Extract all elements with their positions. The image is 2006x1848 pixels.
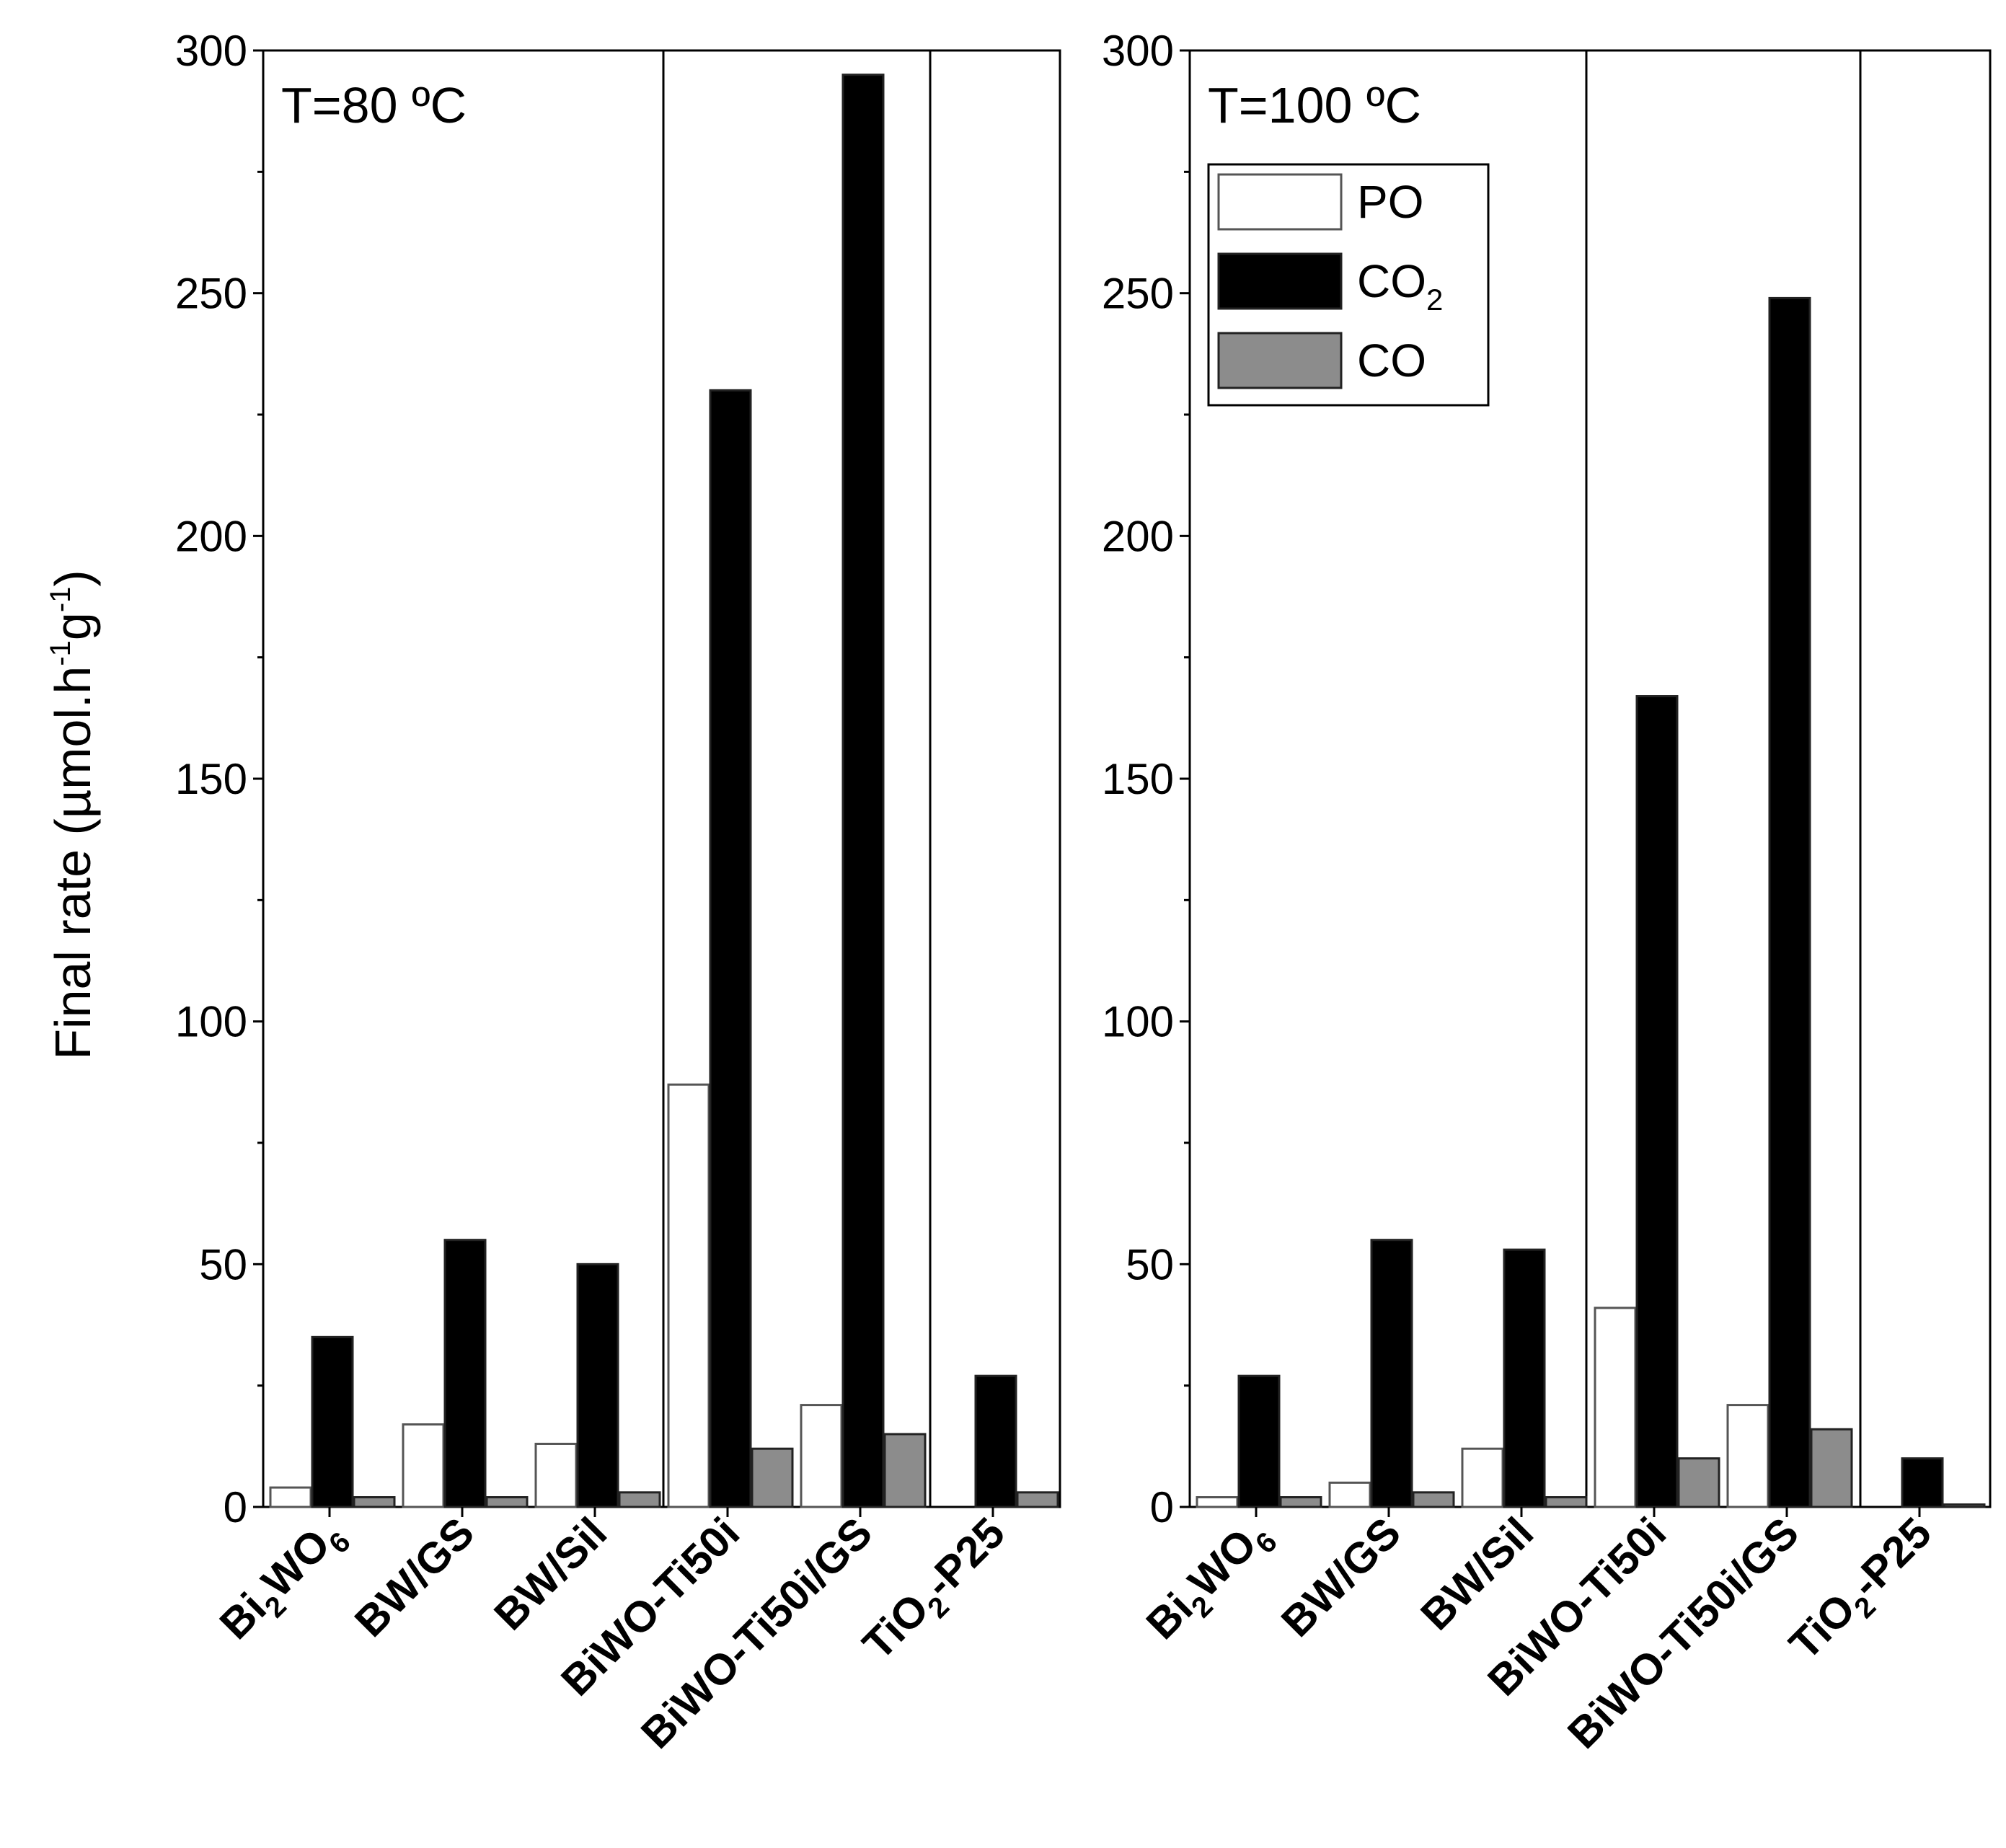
y-tick-label: 300	[1102, 27, 1174, 75]
legend-swatch	[1217, 252, 1343, 310]
x-tick-label-text: TiO	[854, 1584, 938, 1668]
legend-label-text: CO	[1357, 255, 1426, 307]
y-tick-label: 50	[1126, 1240, 1174, 1288]
bar-co2-4	[709, 389, 752, 1508]
y-tick-label: 100	[1102, 998, 1174, 1046]
legend-label: CO	[1357, 335, 1426, 386]
y-tick-label: 200	[1102, 512, 1174, 560]
y-axis-title: Final rate (µmol.h-1g-1)	[45, 570, 101, 1059]
bar-co2-1	[1237, 1374, 1281, 1508]
y-tick-label: 250	[175, 270, 247, 318]
legend-label-sub: 2	[1426, 283, 1443, 317]
x-tick-label-text: BiWO-Ti50i/GS	[1558, 1508, 1808, 1758]
bar-co-5	[1810, 1428, 1853, 1508]
bar-co-1	[353, 1496, 396, 1508]
bar-co-6	[1943, 1503, 1986, 1508]
bar-co-4	[751, 1447, 794, 1508]
bar-co2-4	[1635, 695, 1679, 1508]
legend-label: CO2	[1357, 255, 1443, 317]
x-tick-label-text: -P25	[1842, 1508, 1940, 1607]
bar-co2-5	[841, 74, 885, 1508]
bar-co-6	[1016, 1491, 1059, 1508]
x-tick-label: BW/Sil	[485, 1508, 616, 1640]
bar-co-3	[618, 1491, 661, 1508]
bar-co-3	[1545, 1496, 1588, 1508]
y-tick-label: 0	[224, 1483, 247, 1531]
y-axis-title-sup: -1	[45, 640, 76, 666]
legend-swatch	[1217, 173, 1343, 231]
y-axis-title-main: Final rate (µmol.h	[45, 666, 101, 1060]
x-tick-label-text: BW/Sil	[485, 1508, 616, 1640]
bar-po-5	[1726, 1404, 1769, 1508]
x-tick-label: BiWO-Ti50i/GS	[632, 1508, 881, 1758]
x-tick-label: BW/Sil	[1411, 1508, 1542, 1640]
x-tick-label: BW/GS	[345, 1508, 483, 1646]
y-axis-title-sup: -1	[45, 587, 76, 613]
y-tick-label: 250	[1102, 270, 1174, 318]
bar-po-3	[1461, 1447, 1504, 1508]
bar-co2-2	[443, 1239, 487, 1508]
bar-co2-6	[974, 1374, 1017, 1508]
y-tick-label: 200	[175, 512, 247, 560]
x-tick-label-text: -P25	[915, 1508, 1014, 1607]
y-axis-title-unit: g	[45, 612, 101, 640]
y-tick-label: 150	[175, 755, 247, 803]
panel-title: T=100 ºC	[1208, 77, 1421, 133]
bar-co2-3	[576, 1263, 619, 1508]
x-tick-label-text: BiWO-Ti50i/GS	[632, 1508, 881, 1758]
bar-po-4	[667, 1083, 710, 1508]
x-tick-label-text: Bi	[1137, 1583, 1202, 1648]
panel-title: T=80 ºC	[281, 77, 467, 133]
bar-co2-2	[1370, 1239, 1413, 1508]
legend-label-text: CO	[1357, 335, 1426, 386]
bar-po-5	[800, 1404, 843, 1508]
bar-po-1	[1196, 1496, 1239, 1508]
bar-co2-1	[311, 1335, 354, 1508]
x-tick-label: TiO2-P25	[1780, 1508, 1947, 1675]
bar-co2-3	[1503, 1248, 1546, 1508]
y-axis-title-tail: )	[45, 570, 101, 586]
bar-co-2	[1412, 1491, 1455, 1508]
x-tick-label: TiO2-P25	[854, 1508, 1020, 1675]
bar-co-4	[1677, 1457, 1720, 1508]
bar-co2-5	[1768, 296, 1811, 1508]
x-tick-label-text: BW/GS	[345, 1508, 483, 1646]
bar-co-1	[1279, 1496, 1322, 1508]
y-tick-label: 300	[175, 27, 247, 75]
bar-co-5	[883, 1433, 927, 1508]
bar-po-4	[1594, 1307, 1637, 1508]
y-tick-label: 150	[1102, 755, 1174, 803]
bar-co2-6	[1901, 1457, 1944, 1508]
x-tick-label: BW/GS	[1272, 1508, 1410, 1646]
x-tick-label-text: BW/GS	[1272, 1508, 1410, 1646]
y-tick-label: 50	[199, 1240, 247, 1288]
legend-swatch	[1217, 332, 1343, 389]
bar-co-2	[485, 1496, 529, 1508]
x-tick-label-text: WO	[252, 1520, 339, 1606]
bar-po-1	[269, 1486, 312, 1508]
bar-po-2	[1328, 1481, 1371, 1508]
bar-po-3	[534, 1442, 578, 1508]
y-tick-label: 100	[175, 998, 247, 1046]
x-tick-label-text: BW/Sil	[1411, 1508, 1542, 1640]
plot-frame	[262, 49, 1061, 1508]
legend-label: PO	[1357, 176, 1423, 228]
bar-po-2	[402, 1423, 445, 1508]
legend-label-text: PO	[1357, 176, 1423, 228]
x-tick-label: BiWO-Ti50i/GS	[1558, 1508, 1808, 1758]
y-tick-label: 0	[1150, 1483, 1174, 1531]
x-tick-label-text: TiO	[1780, 1584, 1865, 1668]
x-tick-label-text: WO	[1179, 1520, 1265, 1606]
x-tick-label-text: Bi	[211, 1583, 275, 1648]
